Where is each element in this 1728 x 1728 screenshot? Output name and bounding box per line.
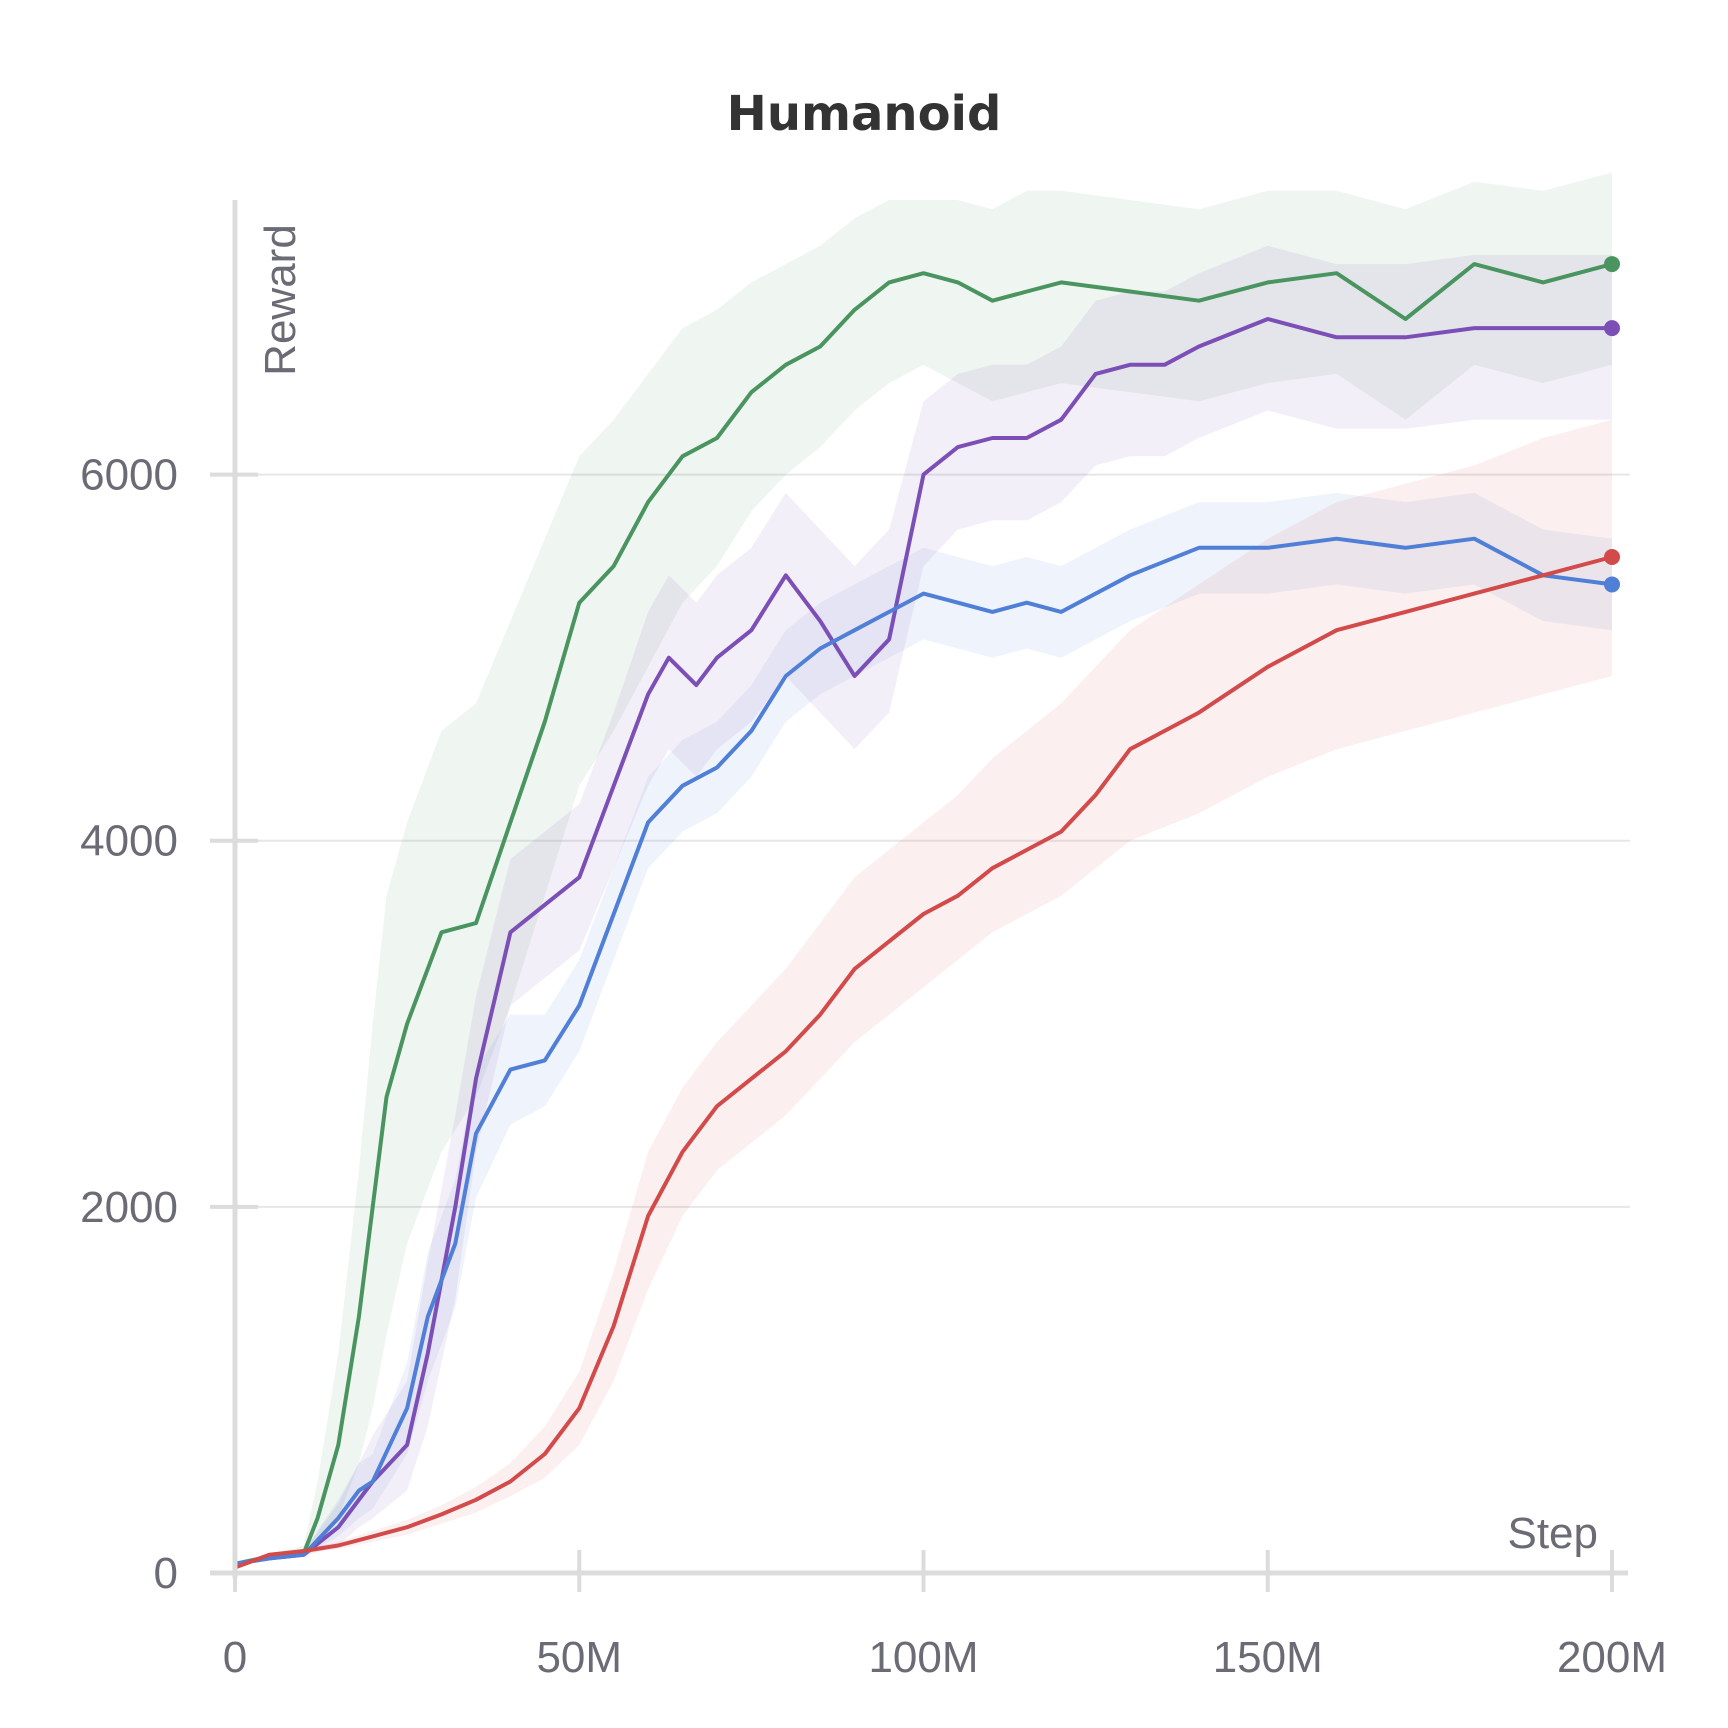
series-4-end-point [1604,548,1620,565]
y-axis-label: Reward [256,224,305,376]
x-tick-label: 150M [1213,1633,1323,1682]
series-2-band [235,245,1612,1564]
tick-labels: 0 2000 4000 6000 0 50M 100M 150M 200M [80,451,1667,1682]
series-lines [233,256,1620,1570]
x-tick-label: 100M [868,1633,978,1682]
chart-title: Humanoid [727,86,1002,142]
y-tick-label: 2000 [80,1183,178,1232]
grid-lines [235,473,1630,1208]
confidence-bands [235,172,1612,1568]
series-4-band [235,419,1612,1568]
series-2-line [233,317,1614,1566]
y-tick-label: 6000 [80,451,178,500]
series-3-band [235,492,1612,1564]
y-tick-label: 0 [154,1549,178,1598]
series-1-line [233,262,1614,1566]
axes [210,200,1628,1592]
series-3-line [233,536,1614,1566]
y-tick-label: 4000 [80,817,178,866]
series-1-band [235,172,1612,1564]
x-tick-label: 50M [536,1633,622,1682]
x-tick-label: 200M [1557,1633,1667,1682]
series-4-line [233,555,1614,1570]
x-tick-label: 0 [223,1633,247,1682]
series-2-end-point [1604,320,1620,337]
series-1-end-point [1604,256,1620,273]
x-axis-label: Step [1507,1509,1598,1558]
series-3-end-point [1604,576,1620,593]
